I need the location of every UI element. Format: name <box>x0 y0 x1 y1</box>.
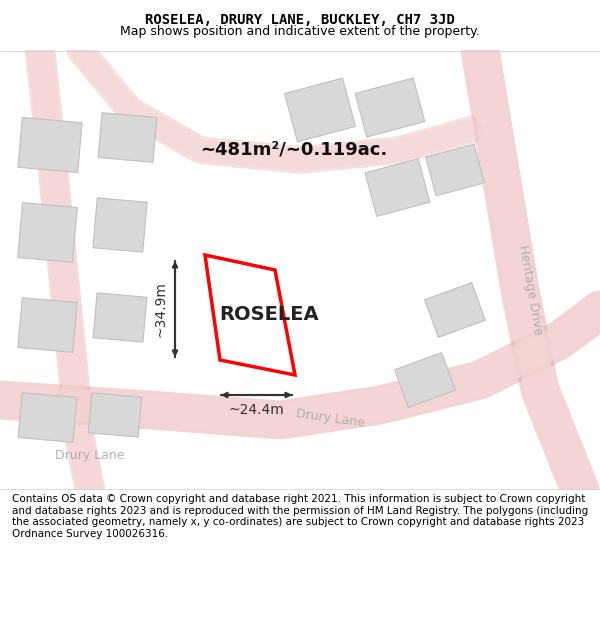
Polygon shape <box>425 282 485 338</box>
Polygon shape <box>98 112 157 162</box>
Polygon shape <box>88 393 142 437</box>
Text: ~481m²/~0.119ac.: ~481m²/~0.119ac. <box>200 141 387 159</box>
Text: Map shows position and indicative extent of the property.: Map shows position and indicative extent… <box>120 24 480 38</box>
Text: Heritage Drive: Heritage Drive <box>515 244 544 336</box>
Text: ROSELEA, DRURY LANE, BUCKLEY, CH7 3JD: ROSELEA, DRURY LANE, BUCKLEY, CH7 3JD <box>145 12 455 26</box>
Polygon shape <box>355 78 425 137</box>
Polygon shape <box>425 144 484 196</box>
Polygon shape <box>93 198 147 252</box>
Polygon shape <box>18 118 82 172</box>
Text: ~34.9m: ~34.9m <box>154 281 168 337</box>
Text: ~24.4m: ~24.4m <box>229 403 284 417</box>
Text: Contains OS data © Crown copyright and database right 2021. This information is : Contains OS data © Crown copyright and d… <box>12 494 588 539</box>
Text: Drury Lane: Drury Lane <box>295 407 365 429</box>
Polygon shape <box>284 78 355 142</box>
Polygon shape <box>18 202 77 262</box>
Text: ROSELEA: ROSELEA <box>219 306 319 324</box>
Polygon shape <box>18 298 77 352</box>
Polygon shape <box>18 392 77 442</box>
Text: Drury Lane: Drury Lane <box>55 449 125 461</box>
Polygon shape <box>395 352 455 408</box>
Polygon shape <box>365 159 430 216</box>
Polygon shape <box>93 293 147 342</box>
